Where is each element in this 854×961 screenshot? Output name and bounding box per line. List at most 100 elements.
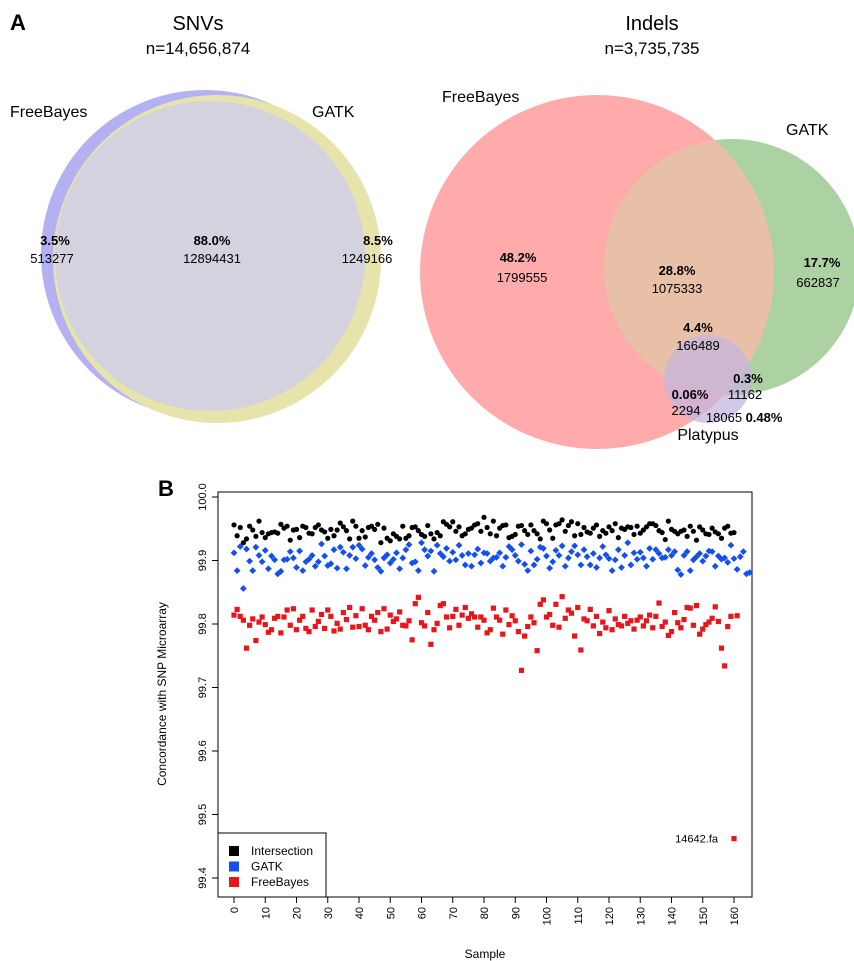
x-tick-label: 130 [635, 907, 647, 925]
legend-swatch-gatk [229, 861, 239, 872]
gatk-point [358, 545, 366, 553]
x-tick-label: 10 [260, 907, 272, 919]
freebayes-point [568, 610, 575, 616]
intersection-point [328, 526, 334, 532]
freebayes-point [334, 620, 340, 626]
intersection-point [681, 527, 687, 533]
intersection-point [334, 527, 340, 533]
intersection-point [284, 523, 290, 529]
freebayes-point [500, 631, 506, 637]
freebayes-point [593, 613, 600, 619]
freebayes-point [675, 620, 681, 626]
freebayes-point [512, 618, 518, 624]
freebayes-point [365, 627, 371, 633]
gatk-point [580, 546, 588, 554]
freebayes-point [684, 604, 690, 611]
freebayes-point [643, 618, 650, 624]
gatk-point [568, 548, 575, 556]
intersection-point [406, 533, 412, 539]
indel-fb-plat-count: 2294 [672, 403, 701, 418]
data-points [230, 514, 754, 842]
gatk-point [314, 558, 322, 566]
intersection-point [275, 530, 281, 536]
y-tick-label: 99.8 [197, 613, 209, 634]
gatk-point [305, 555, 313, 563]
freebayes-point [312, 623, 318, 630]
indel-plat-only-count: 18065 [706, 410, 742, 425]
gatk-point [699, 557, 707, 565]
intersection-point [422, 533, 428, 539]
freebayes-point [318, 611, 325, 618]
freebayes-point [600, 619, 606, 625]
gatk-point [630, 549, 638, 557]
freebayes-point [681, 616, 687, 623]
freebayes-point [406, 618, 412, 624]
intersection-point [718, 535, 725, 541]
y-tick-label: 99.6 [197, 740, 209, 761]
x-tick-label: 140 [667, 907, 679, 925]
freebayes-point [550, 622, 556, 628]
freebayes-point [237, 613, 243, 619]
y-tick-label: 100.0 [197, 483, 209, 511]
intersection-point [331, 533, 337, 539]
intersection-point [425, 522, 431, 529]
intersection-point [234, 533, 240, 539]
freebayes-point [672, 609, 678, 616]
intersection-point [381, 525, 387, 531]
intersection-point [353, 523, 359, 529]
freebayes-point [425, 609, 431, 616]
freebayes-point [268, 627, 275, 633]
gatk-point [308, 552, 316, 559]
snv-center-count: 12894431 [183, 251, 241, 266]
intersection-point [322, 529, 328, 535]
indel-set-gatk: GATK [786, 122, 829, 139]
intersection-point [731, 529, 737, 536]
intersection-point [368, 523, 375, 529]
freebayes-point [315, 618, 321, 625]
gatk-point [739, 548, 747, 556]
intersection-point [256, 518, 262, 524]
intersection-point [412, 524, 418, 530]
x-tick-label: 80 [479, 907, 491, 919]
freebayes-point [368, 613, 375, 619]
freebayes-point [515, 629, 521, 635]
x-tick-label: 160 [729, 907, 741, 925]
gatk-point [464, 550, 472, 557]
freebayes-point [506, 622, 512, 628]
gatk-point [418, 539, 425, 547]
freebayes-point [422, 623, 428, 629]
gatk-point [639, 554, 647, 562]
gatk-point [508, 546, 516, 554]
freebayes-point [625, 620, 631, 626]
intersection-point [522, 528, 528, 534]
freebayes-point [418, 620, 425, 626]
gatk-point [674, 566, 682, 574]
gatk-point [486, 557, 494, 565]
gatk-point [733, 565, 741, 573]
gatk-point [524, 567, 532, 575]
gatk-point [521, 560, 529, 568]
y-axis-title: Concordance with SNP Microarray [155, 602, 169, 786]
gatk-point [624, 539, 632, 547]
intersection-point [531, 528, 537, 534]
gatk-point [352, 555, 360, 562]
gatk-point [549, 558, 557, 566]
intersection-point [337, 520, 343, 526]
freebayes-point [572, 633, 578, 639]
freebayes-point [628, 618, 634, 624]
intersection-point [534, 531, 540, 537]
freebayes-point [247, 622, 253, 628]
panel-a-label: A [10, 10, 26, 35]
legend-label-intersection: Intersection [251, 844, 313, 858]
gatk-point [533, 555, 541, 563]
freebayes-point [622, 613, 628, 619]
freebayes-point [706, 619, 712, 625]
intersection-point [287, 537, 293, 543]
intersection-point [487, 531, 493, 537]
freebayes-point [331, 628, 337, 634]
snv-left-pct: 3.5% [40, 233, 70, 248]
gatk-point [621, 552, 629, 559]
freebayes-point [712, 604, 718, 610]
freebayes-point [322, 625, 328, 632]
